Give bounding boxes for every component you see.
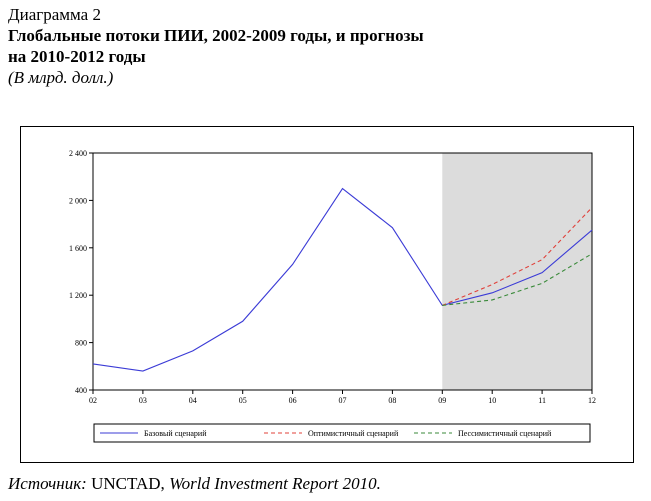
x-tick-label: 09: [438, 396, 446, 405]
units-label: (В млрд. долл.): [8, 68, 114, 87]
chart-title-line-2: на 2010-2012 годы: [8, 47, 146, 66]
figure-label: Диаграмма 2: [8, 5, 101, 24]
y-tick-label: 400: [75, 386, 87, 395]
source-report: World Investment Report 2010.: [169, 474, 381, 493]
x-tick-label: 02: [89, 396, 97, 405]
source-note: Источник: UNCTAD, World Investment Repor…: [8, 474, 381, 494]
legend-label-2: Оптимистичный сценарий: [308, 429, 399, 438]
chart-caption: Диаграмма 2 Глобальные потоки ПИИ, 2002-…: [8, 4, 424, 88]
legend-label-1: Базовый сценарий: [144, 429, 207, 438]
x-tick-label: 06: [289, 396, 297, 405]
chart-frame: [20, 126, 634, 463]
x-tick-label: 03: [139, 396, 147, 405]
legend-label-3: Пессимистичный сценарий: [458, 429, 552, 438]
forecast-shade: [442, 153, 592, 390]
x-tick-label: 05: [239, 396, 247, 405]
y-tick-label: 2 000: [69, 196, 87, 205]
x-tick-label: 08: [388, 396, 396, 405]
y-tick-label: 1 200: [69, 291, 87, 300]
source-org: UNCTAD,: [91, 474, 165, 493]
y-tick-label: 2 400: [69, 149, 87, 158]
chart-title-line-1: Глобальные потоки ПИИ, 2002-2009 годы, и…: [8, 26, 424, 45]
x-tick-label: 10: [488, 396, 496, 405]
x-tick-label: 04: [189, 396, 197, 405]
x-tick-label: 11: [538, 396, 546, 405]
y-tick-label: 1 600: [69, 244, 87, 253]
y-tick-label: 800: [75, 339, 87, 348]
legend-box: [93, 423, 591, 443]
x-tick-label: 12: [588, 396, 596, 405]
x-tick-label: 07: [339, 396, 347, 405]
source-label: Источник:: [8, 474, 87, 493]
series-line-1: [92, 187, 593, 372]
